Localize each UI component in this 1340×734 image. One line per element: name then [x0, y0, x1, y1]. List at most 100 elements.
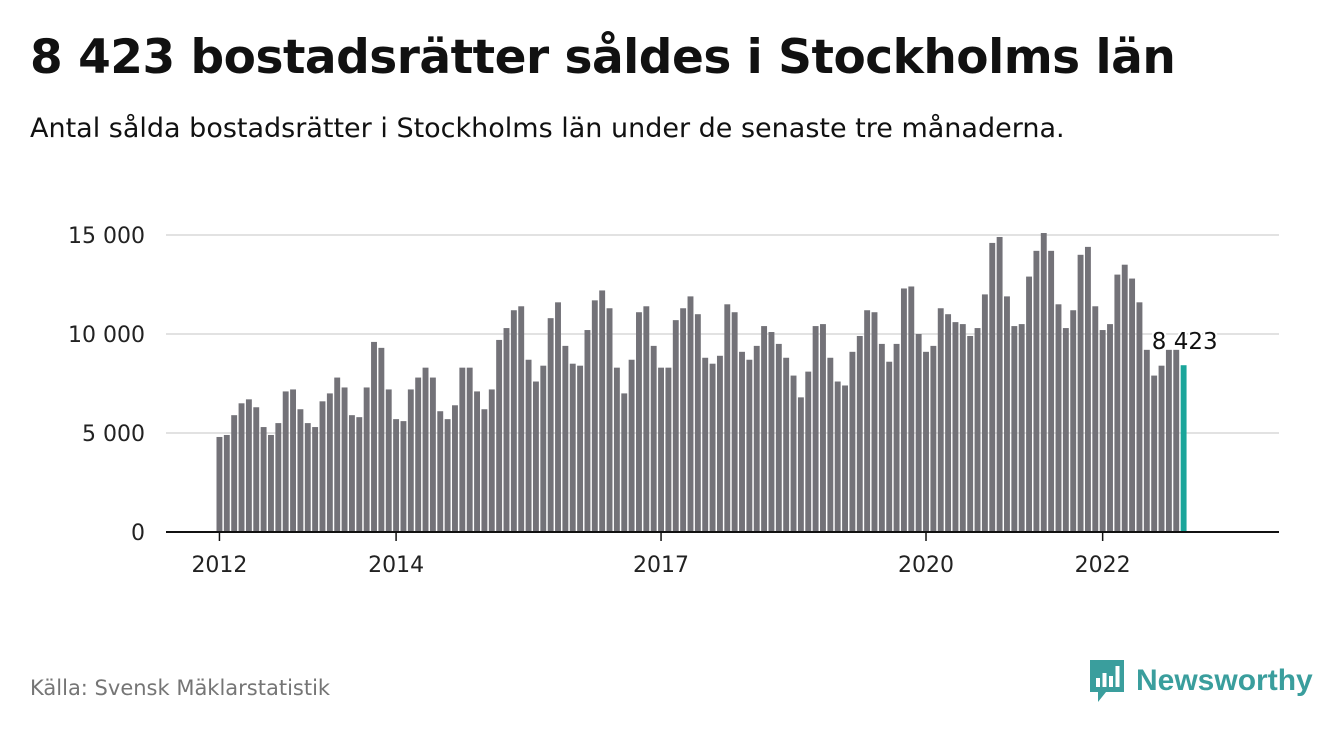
bar — [268, 434, 274, 532]
chart-subtitle: Antal sålda bostadsrätter i Stockholms l… — [30, 113, 1065, 144]
bar — [1084, 246, 1091, 532]
bar — [989, 242, 996, 533]
bar — [908, 286, 915, 532]
bar — [577, 365, 584, 532]
bar — [459, 367, 466, 532]
bar — [496, 339, 503, 532]
bar — [415, 377, 422, 532]
bar — [297, 409, 304, 532]
bar — [444, 419, 451, 532]
bar — [1121, 264, 1128, 532]
bar — [893, 343, 900, 532]
bar — [680, 308, 687, 532]
bar — [326, 393, 333, 532]
bar — [621, 393, 628, 532]
bar — [724, 304, 731, 532]
bar — [1018, 324, 1025, 532]
bar — [739, 351, 745, 532]
bar — [665, 367, 672, 532]
bar — [348, 415, 355, 532]
source-note: Källa: Svensk Mäklarstatistik — [30, 676, 331, 700]
bar — [658, 367, 664, 532]
bar — [599, 290, 606, 532]
bar — [422, 367, 429, 532]
bar — [1099, 330, 1106, 532]
bar — [797, 397, 804, 532]
bars — [216, 233, 1187, 533]
bar — [555, 302, 561, 532]
bar — [1011, 326, 1018, 532]
brand-logo[interactable]: Newsworthy — [1088, 658, 1313, 704]
bar — [371, 341, 377, 532]
bar — [716, 355, 723, 532]
bar — [1040, 233, 1047, 532]
bar — [547, 318, 554, 532]
bar — [702, 357, 709, 532]
bar — [1033, 250, 1040, 532]
bar — [849, 351, 856, 532]
bar — [1055, 304, 1062, 532]
bar — [503, 328, 510, 532]
bar — [761, 326, 768, 532]
bar — [1077, 254, 1084, 533]
bar — [312, 427, 319, 532]
bar — [466, 367, 473, 532]
bar — [290, 389, 296, 532]
bar — [613, 367, 620, 532]
bar — [805, 371, 812, 532]
bar — [385, 389, 392, 532]
bar — [937, 308, 944, 532]
bar — [650, 345, 657, 532]
bar — [481, 409, 488, 532]
bar — [319, 401, 326, 532]
bar — [1165, 349, 1172, 532]
bar — [952, 322, 959, 532]
bar — [878, 343, 885, 532]
bar — [864, 310, 871, 532]
bar — [437, 411, 444, 532]
bar — [1151, 375, 1158, 532]
bar — [915, 334, 922, 532]
bar — [856, 335, 863, 532]
bar — [1173, 349, 1180, 532]
bar — [223, 434, 230, 532]
y-axis-tick-labels: 0 5 000 10 000 15 000 — [68, 224, 145, 546]
bar — [672, 320, 679, 532]
bar — [407, 389, 414, 532]
bar — [783, 357, 790, 532]
bar — [1004, 296, 1010, 532]
bar — [643, 306, 650, 532]
y-tick-label: 15 000 — [68, 224, 145, 249]
bar — [540, 365, 547, 532]
bar — [834, 381, 841, 532]
bar — [488, 389, 495, 532]
bar — [334, 377, 341, 532]
bar — [584, 330, 591, 532]
bar — [532, 381, 539, 532]
bar — [216, 436, 223, 532]
bar — [790, 375, 797, 532]
bar — [1062, 328, 1069, 532]
bar — [775, 343, 782, 532]
bar — [591, 300, 598, 532]
bar — [474, 391, 480, 532]
bar — [731, 312, 738, 532]
bar — [569, 363, 576, 532]
bar — [1026, 276, 1032, 532]
bar — [378, 347, 385, 532]
bar — [709, 363, 716, 532]
y-tick-label: 0 — [131, 521, 145, 546]
bar — [996, 236, 1003, 533]
bar — [820, 324, 826, 532]
bar — [900, 288, 907, 532]
bar — [356, 417, 363, 532]
bar — [282, 391, 289, 532]
bar — [400, 421, 407, 532]
bar — [275, 423, 282, 532]
bar — [1129, 278, 1136, 532]
highlight-annotation: 8 423 — [1150, 327, 1220, 357]
bar — [974, 328, 981, 532]
bar — [393, 419, 400, 532]
bar — [245, 399, 252, 532]
bar — [1114, 274, 1121, 532]
